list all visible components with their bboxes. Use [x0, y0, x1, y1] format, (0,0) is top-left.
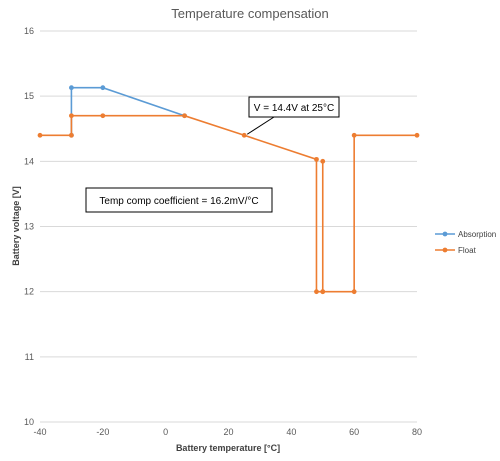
float-point [100, 113, 106, 119]
annotation-leader-line [246, 116, 275, 135]
series-layer [37, 85, 420, 295]
legend-float-label: Float [458, 246, 477, 255]
legend-absorption-marker [442, 231, 448, 237]
annotation-box-voltage [248, 96, 340, 118]
float-point [320, 289, 326, 295]
y-tick-label: 12 [24, 287, 34, 297]
y-tick-label: 11 [25, 352, 34, 362]
float-line [40, 114, 417, 293]
y-tick-label: 13 [24, 222, 34, 232]
legend-float-marker [442, 247, 448, 253]
absorption-line [70, 86, 185, 136]
y-axis-title: Battery voltage [V] [11, 186, 21, 266]
annotation-coefficient-text: Temp comp coefficient = 16.2mV/°C [99, 196, 258, 207]
gridlines [40, 30, 417, 423]
x-tick-label: 20 [223, 427, 233, 437]
x-tick-label: 0 [163, 427, 168, 437]
x-tick-label: -40 [33, 427, 46, 437]
x-tick-label: 60 [349, 427, 359, 437]
absorption-point [100, 85, 106, 91]
series-float [37, 113, 420, 295]
legend: Absorption Float [435, 230, 496, 255]
series-absorption [69, 85, 187, 138]
float-point [69, 113, 74, 119]
x-axis-title: Battery temperature [°C] [176, 443, 280, 453]
float-point [241, 132, 247, 138]
x-tick-label: -20 [96, 427, 109, 437]
float-point [320, 158, 326, 164]
float-point [414, 132, 420, 138]
float-point [37, 132, 43, 138]
legend-absorption-label: Absorption [458, 230, 496, 239]
annotation-voltage-text: V = 14.4V at 25°C [254, 103, 334, 114]
float-point [182, 113, 187, 119]
annotation-box-coefficient [85, 187, 273, 213]
float-point [69, 132, 74, 138]
y-tick-label: 10 [24, 417, 34, 427]
float-point [351, 132, 357, 138]
float-point [314, 289, 319, 295]
y-tick-label: 14 [24, 156, 34, 166]
y-tick-label: 16 [24, 26, 34, 36]
x-tick-label: 40 [286, 427, 296, 437]
axis-ticks: 10 11 12 13 14 15 16 -40 -20 0 20 40 60 80 [24, 26, 422, 437]
y-tick-label: 15 [24, 91, 34, 101]
x-tick-label: 80 [412, 427, 422, 437]
annotation-layer: V = 14.4V at 25°C Temp comp coefficient =… [85, 96, 340, 213]
float-point [314, 156, 319, 162]
float-point [351, 289, 357, 295]
chart-title: Temperature compensation [171, 6, 329, 21]
absorption-point [69, 85, 74, 91]
